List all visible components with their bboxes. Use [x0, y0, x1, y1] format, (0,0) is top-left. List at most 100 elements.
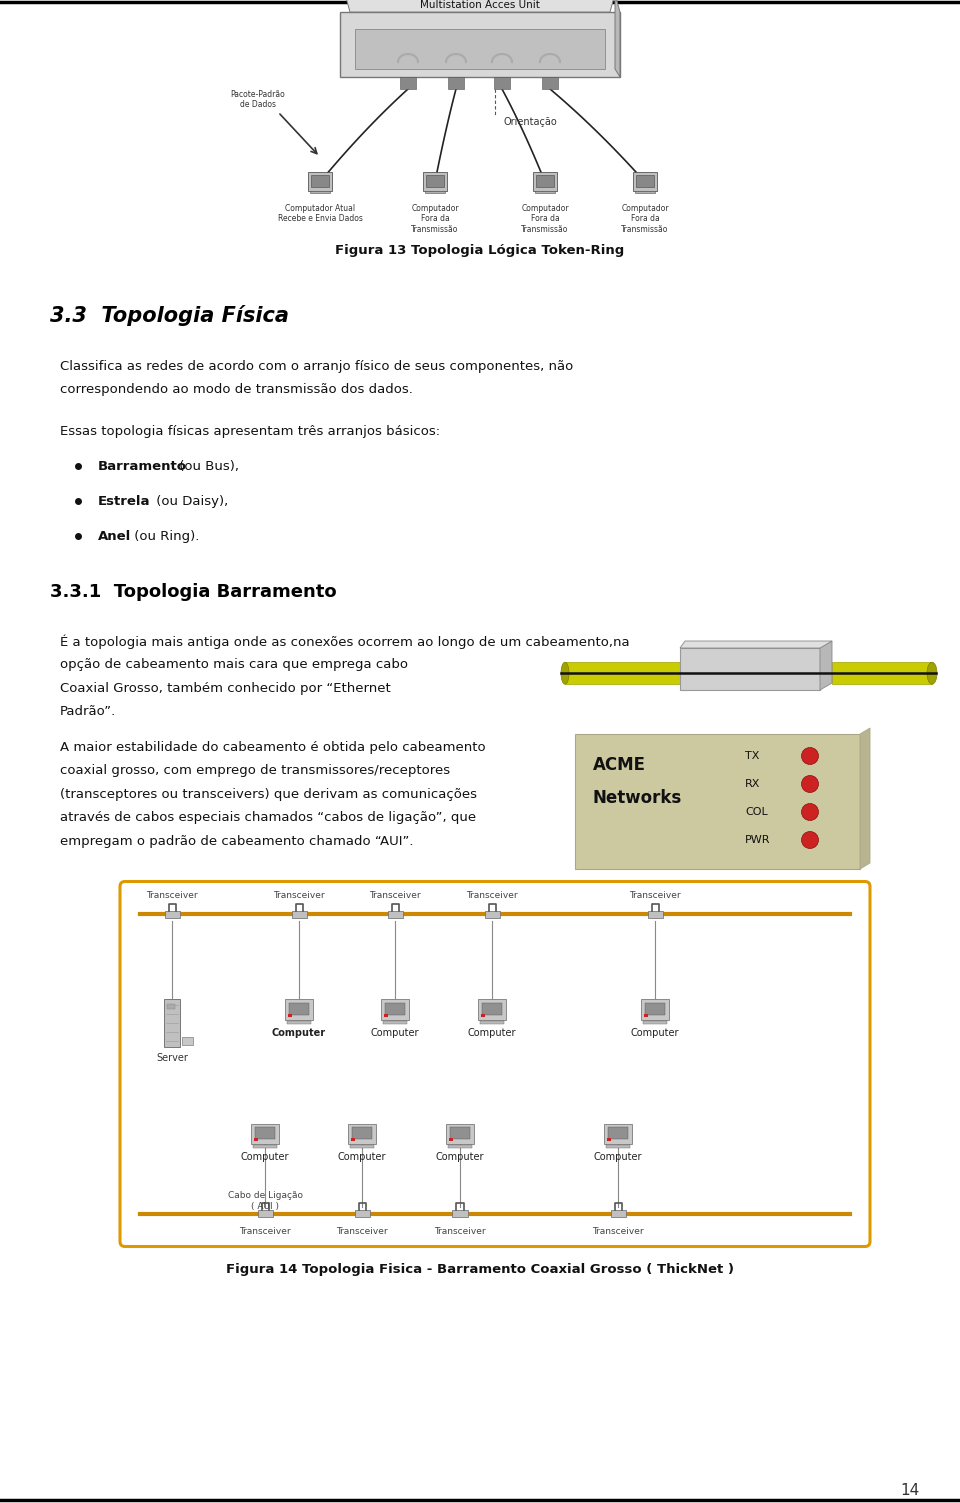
Polygon shape: [860, 727, 870, 869]
Text: Computador
Fora da
Transmissão: Computador Fora da Transmissão: [411, 204, 459, 234]
Polygon shape: [615, 0, 620, 77]
Text: Transceiver: Transceiver: [592, 1228, 644, 1237]
Text: Transceiver: Transceiver: [370, 891, 420, 900]
Bar: [355, 29, 605, 69]
Text: Computer: Computer: [436, 1151, 484, 1162]
Text: Transceiver: Transceiver: [239, 1228, 291, 1237]
Bar: [310, 191, 330, 192]
Bar: [604, 1124, 632, 1144]
Text: Barramento: Barramento: [98, 460, 187, 473]
Text: coaxial grosso, com emprego de transmissores/receptores: coaxial grosso, com emprego de transmiss…: [60, 765, 450, 777]
Bar: [285, 999, 313, 1021]
Bar: [533, 171, 557, 191]
Bar: [167, 1004, 175, 1010]
Bar: [645, 1003, 665, 1015]
Bar: [352, 1127, 372, 1139]
Bar: [537, 174, 554, 186]
Bar: [311, 174, 328, 186]
Bar: [641, 999, 669, 1021]
Text: Computer: Computer: [468, 1028, 516, 1037]
Text: Multistation Acces Unit: Multistation Acces Unit: [420, 0, 540, 11]
Text: Computer: Computer: [631, 1028, 680, 1037]
Bar: [292, 911, 306, 918]
Text: Computer: Computer: [272, 1028, 326, 1037]
Text: 3.3.1  Topologia Barramento: 3.3.1 Topologia Barramento: [50, 583, 337, 601]
Bar: [388, 911, 402, 918]
Bar: [288, 1015, 292, 1018]
Text: Transceiver: Transceiver: [467, 891, 517, 900]
Text: PWR: PWR: [745, 836, 771, 845]
Text: Classifica as redes de acordo com o arranjo físico de seus componentes, não: Classifica as redes de acordo com o arra…: [60, 361, 573, 373]
Bar: [643, 1021, 667, 1024]
Text: Padrão”.: Padrão”.: [60, 705, 116, 718]
Text: Figura 13 Topologia Lógica Token-Ring: Figura 13 Topologia Lógica Token-Ring: [335, 243, 625, 257]
Text: Transceiver: Transceiver: [146, 891, 198, 900]
Text: RX: RX: [745, 779, 760, 789]
Text: Computer: Computer: [593, 1151, 642, 1162]
Text: (transceptores ou transceivers) que derivam as comunicações: (transceptores ou transceivers) que deri…: [60, 788, 477, 801]
Bar: [164, 999, 180, 1048]
Bar: [384, 1015, 388, 1018]
Bar: [423, 171, 447, 191]
Bar: [680, 648, 820, 690]
Bar: [565, 663, 680, 684]
Bar: [478, 999, 506, 1021]
Text: (ou Ring).: (ou Ring).: [130, 531, 200, 543]
Text: Transceiver: Transceiver: [336, 1228, 388, 1237]
Text: opção de cabeamento mais cara que emprega cabo: opção de cabeamento mais cara que empreg…: [60, 658, 408, 672]
Bar: [832, 663, 932, 684]
Text: Computador Atual
Recebe e Envia Dados: Computador Atual Recebe e Envia Dados: [277, 204, 363, 224]
Text: Cabo de Ligação
( AUI ): Cabo de Ligação ( AUI ): [228, 1192, 302, 1211]
Bar: [535, 191, 555, 192]
Text: COL: COL: [745, 807, 768, 818]
Bar: [289, 1003, 309, 1015]
Text: empregam o padrão de cabeamento chamado “AUI”.: empregam o padrão de cabeamento chamado …: [60, 836, 414, 848]
Text: Transceiver: Transceiver: [434, 1228, 486, 1237]
Text: TX: TX: [745, 752, 759, 761]
Bar: [449, 1138, 453, 1141]
Bar: [424, 191, 445, 192]
Text: ACME: ACME: [593, 756, 646, 774]
Text: Orientação: Orientação: [503, 117, 557, 126]
Text: 14: 14: [900, 1483, 920, 1498]
Bar: [480, 1021, 504, 1024]
Bar: [426, 174, 444, 186]
Bar: [450, 1127, 470, 1139]
Bar: [348, 1124, 375, 1144]
Ellipse shape: [927, 663, 937, 684]
Text: correspondendo ao modo de transmissão dos dados.: correspondendo ao modo de transmissão do…: [60, 383, 413, 397]
Bar: [644, 1015, 648, 1018]
Text: Anel: Anel: [98, 531, 132, 543]
Bar: [340, 12, 620, 77]
Text: 3.3  Topologia Física: 3.3 Topologia Física: [50, 305, 289, 326]
Text: (ou Daisy),: (ou Daisy),: [153, 494, 228, 508]
Text: Coaxial Grosso, também conhecido por “Ethernet: Coaxial Grosso, também conhecido por “Et…: [60, 682, 391, 694]
Bar: [494, 77, 510, 89]
Bar: [448, 77, 464, 89]
Bar: [383, 1021, 407, 1024]
Bar: [287, 1021, 311, 1024]
Text: Estrela: Estrela: [98, 494, 151, 508]
Bar: [257, 1210, 273, 1217]
Text: Server: Server: [156, 1054, 188, 1063]
Text: É a topologia mais antiga onde as conexões ocorrem ao longo de um cabeamento,na: É a topologia mais antiga onde as conexõ…: [60, 634, 630, 649]
Polygon shape: [345, 0, 615, 12]
Text: Computador
Fora da
Transmissão: Computador Fora da Transmissão: [521, 204, 569, 234]
Bar: [606, 1145, 630, 1147]
Bar: [181, 1037, 194, 1045]
Bar: [636, 174, 654, 186]
Text: Computador
Fora da
Transmissão: Computador Fora da Transmissão: [621, 204, 669, 234]
Text: Essas topologia físicas apresentam três arranjos básicos:: Essas topologia físicas apresentam três …: [60, 425, 440, 437]
Bar: [252, 1145, 277, 1147]
Bar: [446, 1124, 474, 1144]
Text: Figura 14 Topologia Fisica - Barramento Coaxial Grosso ( ThickNet ): Figura 14 Topologia Fisica - Barramento …: [226, 1264, 734, 1276]
Bar: [164, 911, 180, 918]
Bar: [611, 1210, 626, 1217]
Bar: [381, 999, 409, 1021]
Text: Computer: Computer: [371, 1028, 420, 1037]
Bar: [608, 1127, 628, 1139]
Circle shape: [802, 747, 819, 765]
Text: Networks: Networks: [593, 789, 683, 807]
Polygon shape: [680, 640, 832, 648]
Bar: [252, 1124, 278, 1144]
